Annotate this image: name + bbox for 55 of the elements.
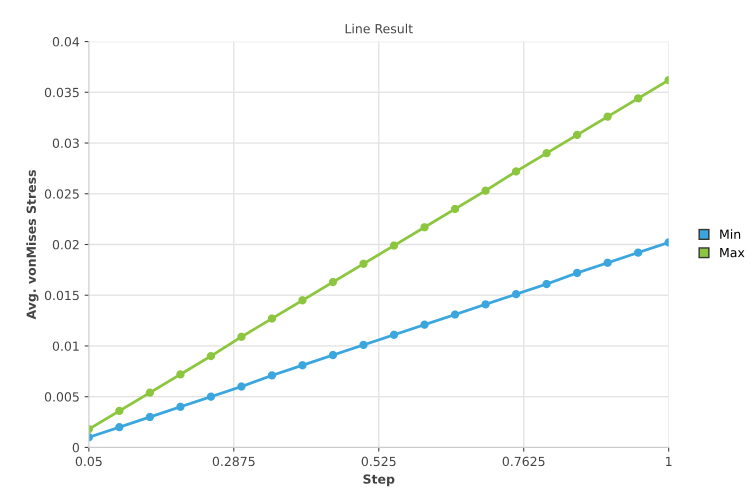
- point: [481, 300, 490, 309]
- y-tick-label: 0.015: [44, 290, 79, 300]
- point: [572, 268, 582, 278]
- point: [298, 296, 307, 304]
- point: [359, 340, 368, 350]
- point: [237, 332, 246, 341]
- x-tick-label: 0.525: [362, 456, 396, 466]
- y-axis-title: Avg. vonMises Stress: [26, 170, 38, 320]
- point: [542, 149, 551, 158]
- point: [603, 258, 612, 267]
- point: [206, 392, 216, 401]
- point: [115, 406, 124, 416]
- y-tick-label: 0.025: [44, 189, 79, 199]
- point: [572, 130, 582, 140]
- point: [603, 112, 612, 121]
- point: [512, 290, 520, 298]
- point: [634, 94, 642, 103]
- x-tick-label: 0.7625: [502, 456, 544, 466]
- point: [450, 310, 460, 319]
- point: [420, 223, 429, 232]
- chart-title: Line Result: [346, 24, 413, 34]
- x-tick-label: 1: [666, 456, 672, 466]
- point: [268, 371, 276, 380]
- x-tick-label: 0.05: [76, 456, 102, 466]
- point: [420, 320, 429, 329]
- legend-label: Max: [720, 248, 744, 258]
- x-axis-title: Step: [363, 474, 394, 486]
- point: [176, 402, 185, 412]
- y-tick-label: 0.005: [44, 392, 79, 402]
- y-tick-label: 0.03: [52, 138, 79, 148]
- y-tick-label: 0.01: [52, 341, 79, 351]
- point: [634, 248, 642, 257]
- point: [328, 350, 338, 360]
- point: [298, 361, 307, 370]
- x-tick-label: 0.2875: [212, 456, 255, 466]
- y-tick-label: 0.02: [52, 240, 79, 250]
- point: [359, 260, 368, 268]
- point: [390, 330, 398, 339]
- point: [542, 280, 551, 288]
- point: [328, 278, 338, 286]
- legend-label: Min: [720, 229, 740, 239]
- y-tick-label: 0: [72, 442, 79, 452]
- point: [450, 204, 460, 214]
- point: [115, 422, 124, 432]
- point: [176, 370, 185, 379]
- point: [146, 388, 154, 397]
- point: [390, 241, 398, 250]
- point: [206, 352, 216, 360]
- y-tick-label: 0.04: [52, 37, 80, 46]
- y-tick-label: 0.035: [44, 88, 79, 98]
- point: [268, 314, 276, 323]
- point: [146, 412, 154, 422]
- point: [512, 167, 520, 176]
- point: [237, 382, 246, 391]
- point: [481, 186, 490, 195]
